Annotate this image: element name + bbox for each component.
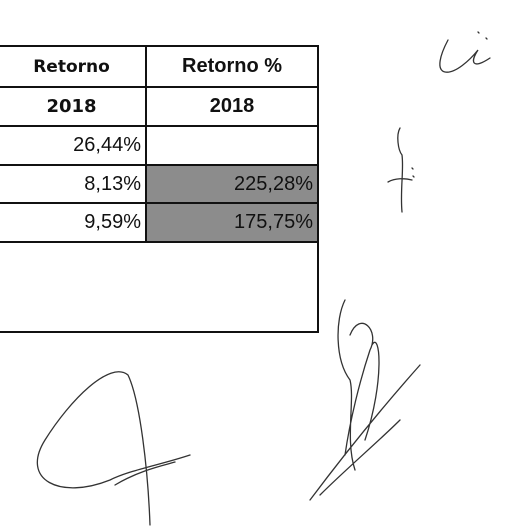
table-cell — [0, 243, 319, 333]
initials — [439, 31, 491, 73]
subheader-cell: 2018 — [0, 88, 147, 127]
header-cell: Retorno — [0, 45, 147, 88]
signature — [36, 371, 191, 526]
signature — [309, 299, 421, 501]
table-cell: 9,59% — [0, 204, 147, 243]
table-cell: 225,28% — [147, 166, 319, 204]
header-cell: Retorno % — [147, 45, 319, 88]
table-cell: 8,13% — [0, 166, 147, 204]
table-cell: 175,75% — [147, 204, 319, 243]
table-cell — [147, 127, 319, 166]
table-cell: 26,44% — [0, 127, 147, 166]
initials — [387, 127, 415, 213]
subheader-cell: 2018 — [147, 88, 319, 127]
